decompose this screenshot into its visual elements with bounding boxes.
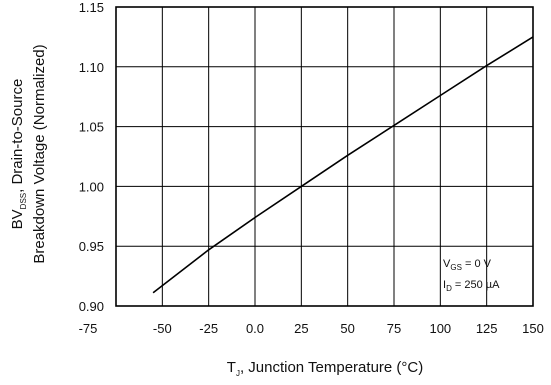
y-tick-label: 0.95: [79, 239, 104, 254]
x-tick-label: -75: [79, 321, 98, 336]
x-tick-label: 150: [522, 321, 544, 336]
x-tick-label: -25: [199, 321, 218, 336]
x-tick-label: 75: [387, 321, 401, 336]
plot-frame: [115, 6, 534, 307]
y-tick-label: 1.10: [79, 60, 104, 75]
x-tick-labels: -75 -50 -25 0.0 25 50 75 100 125 150: [79, 321, 544, 336]
grid: [116, 7, 533, 306]
annotation-id: ID = 250 µA: [443, 279, 500, 293]
x-tick-label: 0.0: [246, 321, 264, 336]
x-axis-label: TJ, Junction Temperature (°C): [227, 359, 423, 378]
y-tick-label: 0.90: [79, 299, 104, 314]
x-tick-label: 100: [429, 321, 451, 336]
x-tick-label: 25: [294, 321, 308, 336]
x-tick-label: 125: [476, 321, 498, 336]
y-tick-labels: 0.90 0.95 1.00 1.05 1.10 1.15: [79, 0, 104, 314]
x-tick-label: -50: [153, 321, 172, 336]
y-axis-label-line1: BVDSS, Drain-to-Source: [9, 79, 28, 230]
x-tick-label: 50: [340, 321, 354, 336]
y-tick-label: 1.05: [79, 120, 104, 135]
y-axis-label-line2: Breakdown Voltage (Normalized): [31, 44, 48, 263]
y-tick-label: 1.00: [79, 179, 104, 194]
series-line: [152, 36, 534, 294]
y-tick-label: 1.15: [79, 0, 104, 15]
annotation-vgs: VGS = 0 V: [443, 258, 492, 272]
